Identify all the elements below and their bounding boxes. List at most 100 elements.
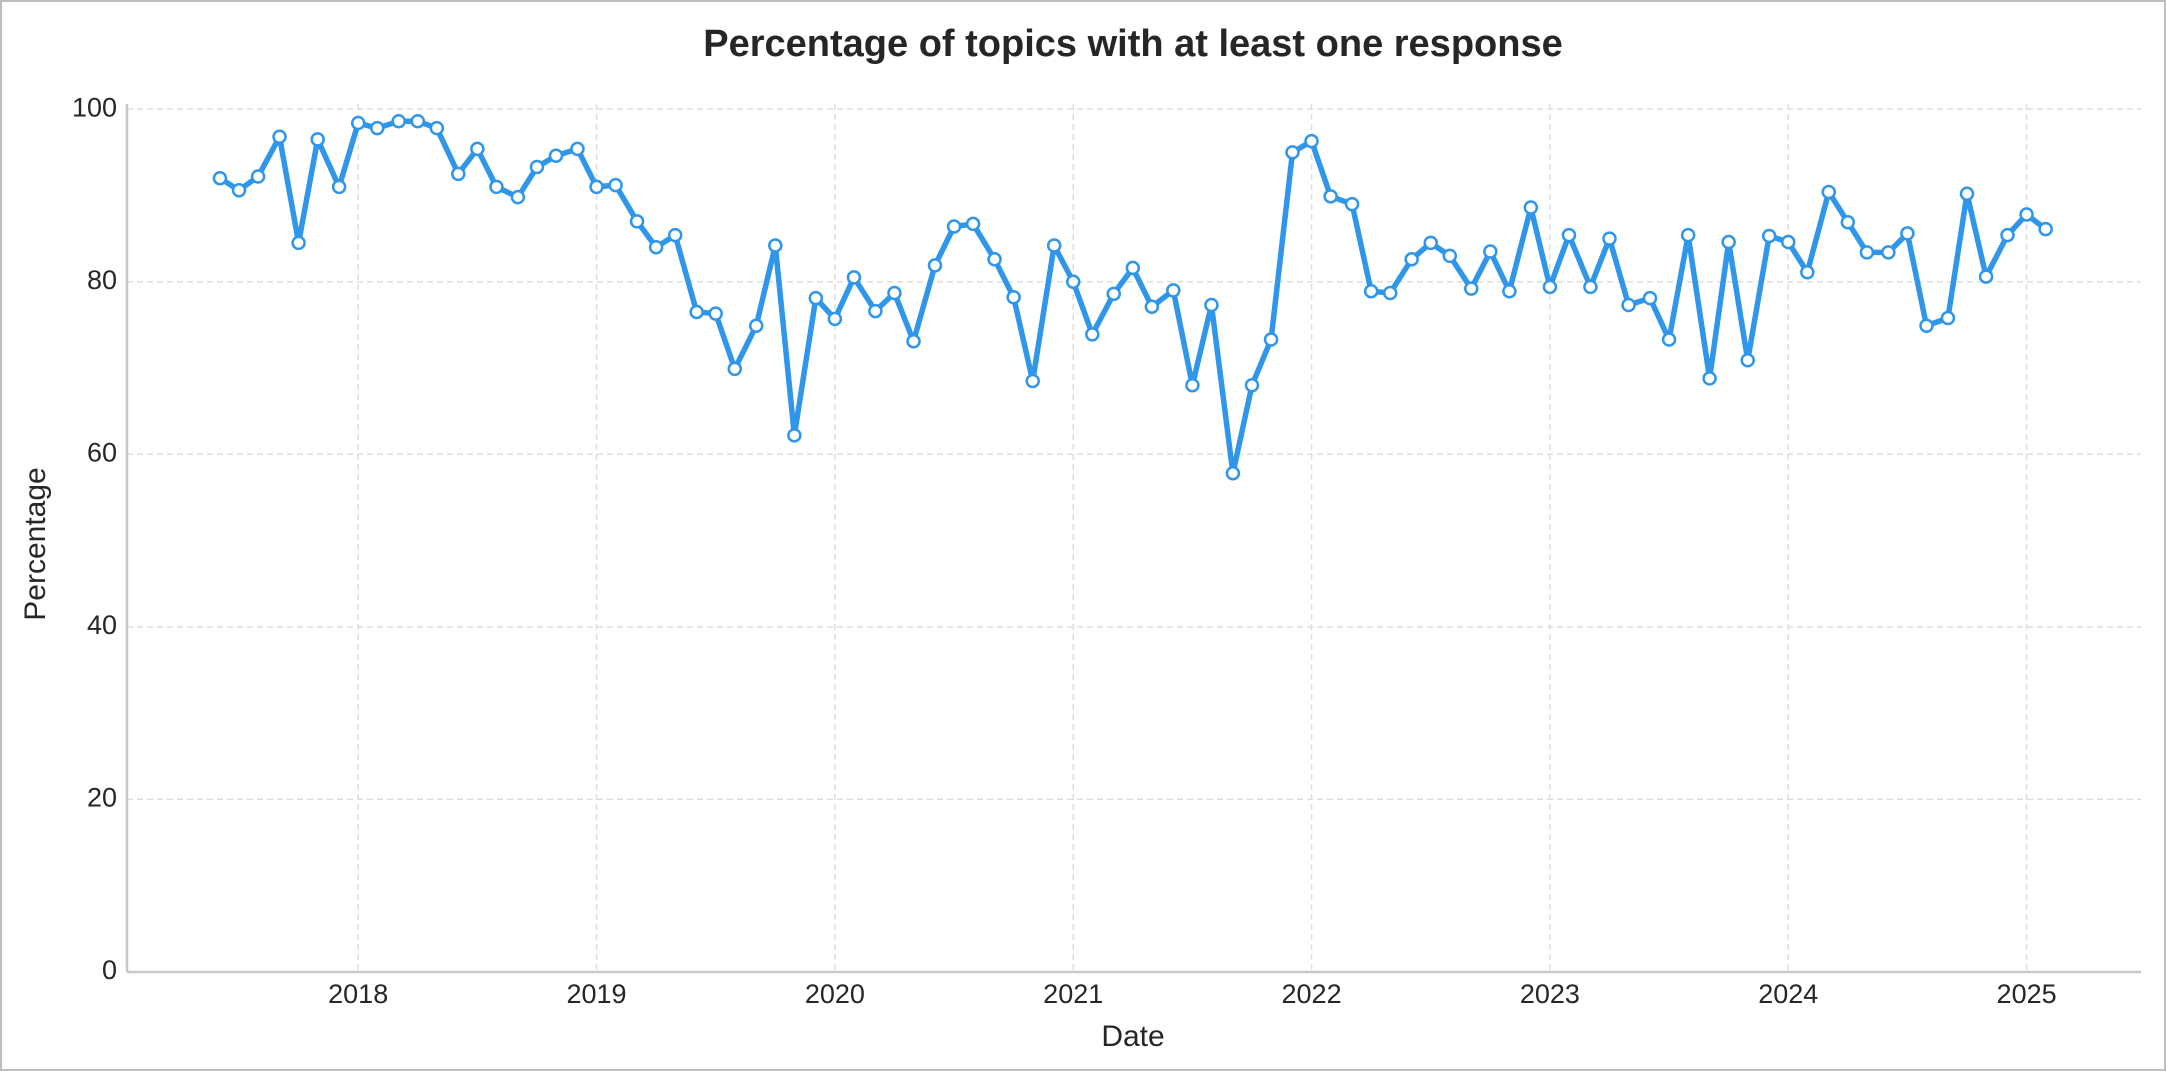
- data-point: [1006, 290, 1021, 305]
- data-point: [648, 239, 664, 255]
- data-point: [1225, 466, 1241, 481]
- data-point: [291, 235, 306, 251]
- x-tick-label: 2021: [1043, 979, 1103, 1009]
- data-point: [1621, 297, 1636, 313]
- data-point: [608, 177, 623, 193]
- data-point: [570, 141, 585, 157]
- data-point: [1523, 200, 1539, 215]
- data-point: [1166, 283, 1181, 298]
- data-point: [1940, 310, 1956, 326]
- data-point: [212, 170, 228, 186]
- data-point: [231, 183, 247, 198]
- data-point: [310, 132, 325, 147]
- data-point: [250, 169, 266, 184]
- data-point: [965, 216, 981, 232]
- data-point: [846, 270, 862, 285]
- data-point: [391, 114, 406, 129]
- data-point: [1978, 269, 1994, 284]
- data-point: [1304, 133, 1319, 149]
- y-tick-label: 40: [87, 610, 117, 640]
- data-point: [1959, 186, 1975, 201]
- data-point: [1344, 196, 1360, 212]
- y-tick-label: 20: [87, 783, 117, 813]
- x-tick-label: 2024: [1758, 979, 1818, 1009]
- data-point: [1244, 378, 1260, 393]
- y-tick-label: 100: [72, 92, 117, 122]
- data-point: [1602, 231, 1617, 246]
- data-point: [927, 258, 943, 273]
- data-point: [1702, 371, 1717, 386]
- data-point: [2000, 227, 2015, 243]
- data-point: [887, 285, 902, 301]
- x-tick-label: 2018: [328, 979, 388, 1009]
- data-point: [906, 334, 921, 349]
- data-point: [1859, 245, 1875, 260]
- data-point: [589, 179, 604, 195]
- y-tick-label: 0: [102, 955, 117, 985]
- x-tick-label: 2019: [566, 979, 626, 1009]
- data-point: [1382, 285, 1398, 301]
- data-point: [1204, 297, 1219, 313]
- data-point: [748, 318, 764, 333]
- data-point: [1185, 378, 1200, 393]
- data-point: [1661, 332, 1677, 347]
- data-point: [1881, 245, 1896, 260]
- data-point: [1085, 327, 1100, 342]
- data-point: [429, 120, 445, 136]
- data-point: [1900, 226, 1915, 241]
- data-point: [827, 311, 843, 327]
- data-point: [946, 219, 962, 234]
- x-tick-label: 2020: [805, 979, 865, 1009]
- data-point: [451, 166, 466, 182]
- data-point: [1821, 184, 1837, 200]
- data-point: [1363, 283, 1379, 299]
- data-point: [1285, 145, 1300, 160]
- data-point: [987, 252, 1002, 267]
- data-point: [331, 179, 347, 195]
- data-point: [1583, 279, 1598, 295]
- data-point: [1144, 299, 1160, 315]
- y-tick-label: 80: [87, 265, 117, 295]
- data-point: [1046, 238, 1062, 253]
- data-point: [1761, 228, 1777, 244]
- data-point: [548, 148, 564, 164]
- data-point: [1542, 279, 1558, 295]
- data-point: [708, 306, 723, 321]
- data-point: [2038, 221, 2053, 237]
- data-point: [727, 361, 743, 377]
- y-tick-label: 60: [87, 437, 117, 467]
- data-point: [787, 428, 802, 443]
- data-point: [2019, 207, 2034, 222]
- x-tick-label: 2022: [1282, 979, 1342, 1009]
- data-point: [1483, 244, 1498, 259]
- x-tick-label: 2025: [1997, 979, 2057, 1009]
- data-point: [1065, 274, 1081, 289]
- data-point: [1800, 265, 1815, 280]
- data-point: [1502, 283, 1517, 299]
- data-point: [629, 214, 645, 229]
- data-point: [808, 290, 824, 306]
- data-point: [350, 115, 366, 131]
- data-point: [410, 114, 426, 129]
- data-point: [1125, 260, 1141, 276]
- data-point: [1840, 214, 1856, 230]
- data-point: [1323, 189, 1338, 204]
- data-point: [768, 238, 783, 253]
- data-point: [1404, 252, 1419, 267]
- chart-title: Percentage of topics with at least one r…: [703, 23, 1562, 65]
- data-point: [510, 189, 526, 205]
- data-point: [370, 120, 385, 136]
- x-tick-label: 2023: [1520, 979, 1580, 1009]
- data-point: [1642, 290, 1658, 306]
- data-point: [1442, 248, 1458, 264]
- data-point: [1025, 373, 1040, 389]
- data-point: [667, 227, 683, 243]
- data-point: [1561, 227, 1577, 243]
- data-point: [1721, 234, 1736, 250]
- data-point: [1263, 332, 1279, 347]
- data-point: [470, 141, 485, 157]
- data-point: [272, 129, 287, 145]
- data-point: [489, 179, 504, 195]
